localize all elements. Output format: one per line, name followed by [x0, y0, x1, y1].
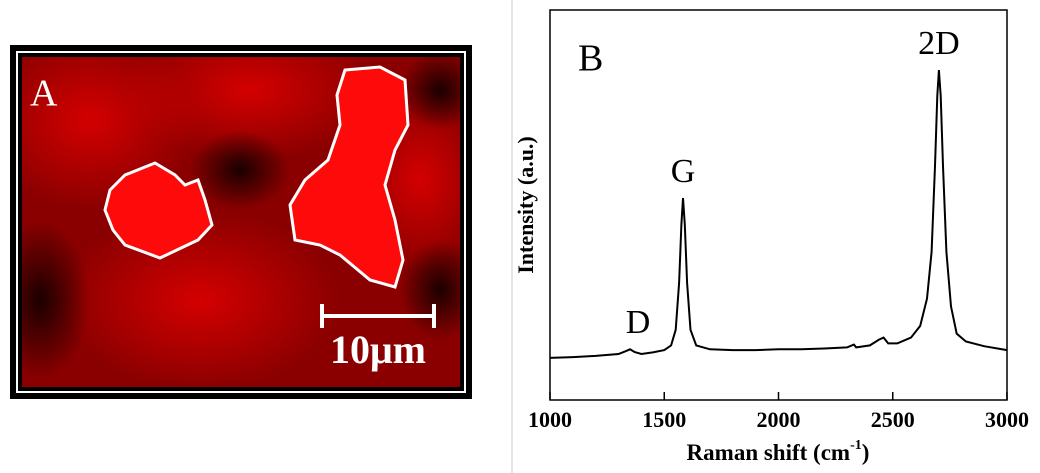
x-tick-label: 2500 — [871, 407, 915, 432]
peak-label: 2D — [918, 25, 960, 62]
peak-label: G — [671, 153, 696, 190]
x-tick-label: 2000 — [757, 407, 801, 432]
panel-b: B Raman shift (cm-1) Intensity (a.u.) 10… — [513, 10, 1029, 465]
x-axis-label-sup: -1 — [850, 438, 862, 453]
x-axis-label-text: Raman shift (cm — [687, 440, 851, 465]
x-tick-label: 1500 — [642, 407, 686, 432]
peak-label: D — [626, 304, 651, 341]
panel-label: A — [30, 73, 58, 115]
x-axis-label: Raman shift (cm-1) — [687, 438, 870, 465]
scale-bar-label: 10μm — [330, 327, 426, 372]
x-axis-label-end: ) — [862, 440, 870, 465]
y-axis-label: Intensity (a.u.) — [513, 136, 538, 274]
figure: A 10μm B Raman shift (cm-1) Intensity (a… — [0, 0, 1040, 473]
panel-a: A 10μm — [0, 20, 490, 399]
plot-frame — [550, 10, 1007, 400]
x-tick-label: 1000 — [528, 407, 572, 432]
panel-label: B — [578, 38, 603, 80]
x-tick-label: 3000 — [985, 407, 1029, 432]
spectrum-line — [550, 70, 1007, 358]
